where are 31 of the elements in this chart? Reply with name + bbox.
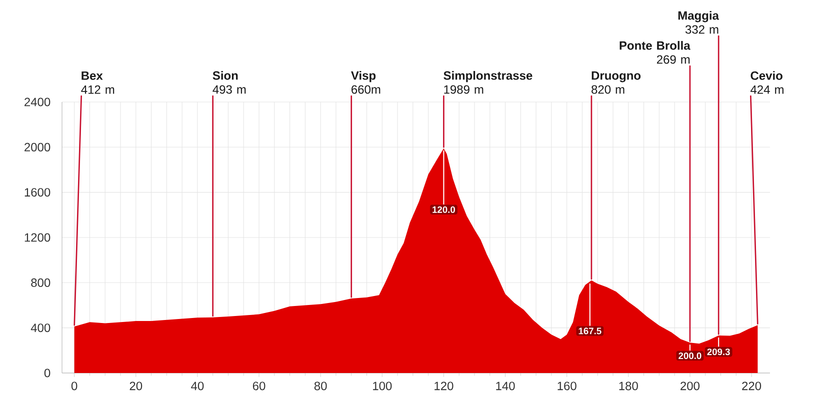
y-tick-label: 1200 xyxy=(24,233,50,242)
x-tick-label: 160 xyxy=(558,382,576,390)
annotation: Sion 493 m xyxy=(212,70,246,94)
annotation: 209.3 xyxy=(707,348,730,356)
annotation: Maggia 332 m xyxy=(678,10,720,34)
x-tick-label: 60 xyxy=(252,382,266,390)
annotation: Visp 660m xyxy=(351,70,380,94)
annotation: 200.0 xyxy=(678,352,702,360)
y-tick-label: 1600 xyxy=(24,188,50,197)
x-tick-label: 80 xyxy=(314,382,327,390)
y-tick-label: 0 xyxy=(44,368,50,378)
x-tick-label: 220 xyxy=(742,382,762,390)
annotation: Cevio 424 m xyxy=(750,71,784,94)
annotation: Ponte Brolla 269 m xyxy=(620,40,690,64)
y-tick-label: 2000 xyxy=(24,142,50,152)
x-tick-label: 180 xyxy=(619,382,638,390)
x-tick-label: 0 xyxy=(71,382,78,390)
x-tick-label: 120 xyxy=(434,382,454,390)
y-tick-label: 800 xyxy=(31,278,50,287)
x-tick-label: 200 xyxy=(680,382,700,390)
annotation: 167.5 xyxy=(578,328,602,334)
y-tick-label: 400 xyxy=(30,324,50,332)
x-tick-label: 20 xyxy=(130,382,142,390)
annotation: 120.0 xyxy=(432,206,455,213)
x-tick-label: 40 xyxy=(191,382,204,390)
x-tick-label: 140 xyxy=(496,382,515,390)
x-tick-label: 100 xyxy=(373,382,392,390)
annotation: Bex 412 m xyxy=(81,72,114,94)
annotation: Simplonstrasse 1989 m xyxy=(444,70,532,94)
annotation: Druogno 820 m xyxy=(592,71,641,94)
y-tick-label: 2400 xyxy=(24,98,50,106)
